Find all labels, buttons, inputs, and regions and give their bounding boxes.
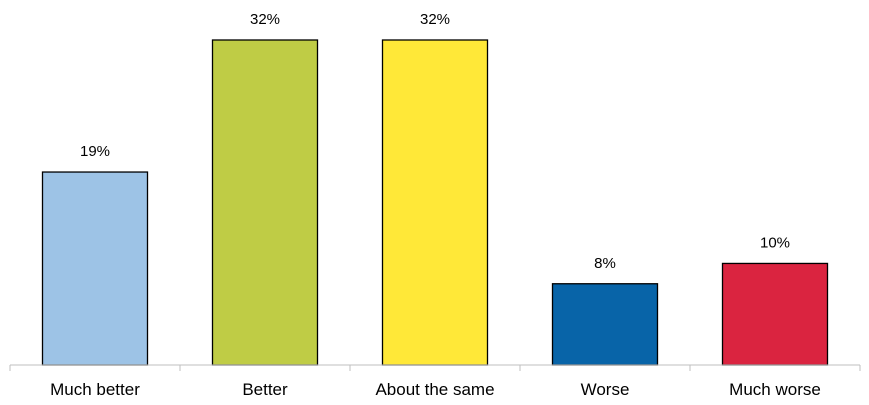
bar-much-better <box>41 171 149 366</box>
bar-better <box>211 39 319 366</box>
category-label-better: Better <box>242 380 288 399</box>
x-axis-ticks-layer <box>9 365 861 371</box>
data-label-better: 32% <box>250 11 280 28</box>
data-label-about-the-same: 32% <box>420 11 450 28</box>
category-labels-layer: Much better Better About the same Worse Much… <box>50 380 821 399</box>
data-label-much-better: 19% <box>80 143 110 160</box>
bar-much-worse <box>721 262 829 366</box>
category-label-about-the-same: About the same <box>375 380 494 399</box>
bar-about-the-same <box>381 39 489 366</box>
data-label-much-worse: 10% <box>760 234 790 251</box>
bars-layer <box>41 39 829 366</box>
data-label-worse: 8% <box>594 255 616 272</box>
category-label-much-better: Much better <box>50 380 140 399</box>
data-labels-layer: 19% 32% 32% 8% 10% <box>80 11 790 272</box>
bar-worse <box>551 283 659 366</box>
category-label-worse: Worse <box>581 380 630 399</box>
category-label-much-worse: Much worse <box>729 380 821 399</box>
